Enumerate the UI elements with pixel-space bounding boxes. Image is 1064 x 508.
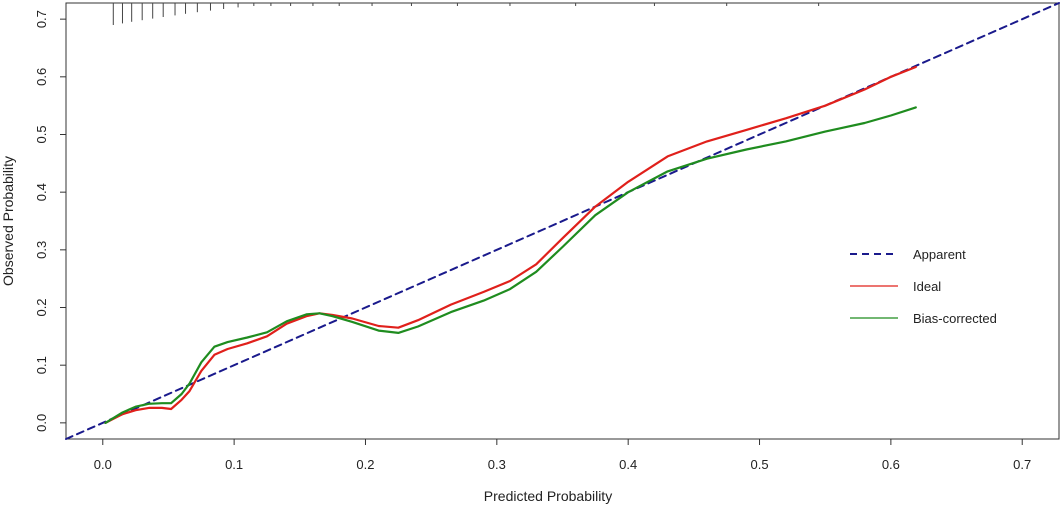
series-lines [65,2,1060,440]
x-tick-label: 0.7 [1013,457,1031,472]
x-tick-label: 0.6 [882,457,900,472]
y-tick-label: 0.2 [34,298,49,316]
legend-label-ideal: Ideal [913,279,941,294]
y-tick-label: 0.5 [34,125,49,143]
y-tick-label: 0.6 [34,68,49,86]
y-axis-title: Observed Probability [0,156,16,286]
x-tick-label: 0.0 [94,457,112,472]
y-tick-label: 0.3 [34,241,49,259]
legend: Apparent Ideal Bias-corrected [850,247,997,326]
x-axis: 0.0 0.1 0.2 0.3 0.4 0.5 0.6 0.7 [94,439,1031,472]
series-line-ideal [104,65,917,424]
x-tick-label: 0.4 [619,457,637,472]
y-tick-label: 0.0 [34,414,49,432]
x-tick-label: 0.3 [488,457,506,472]
x-tick-label: 0.5 [750,457,768,472]
y-tick-label: 0.4 [34,183,49,201]
y-tick-label: 0.7 [34,10,49,28]
rug-marks [112,3,820,25]
x-axis-title: Predicted Probability [484,488,612,504]
plot-frame [65,2,1060,440]
x-tick-label: 0.2 [356,457,374,472]
series-line-bias-corrected [104,106,917,424]
legend-label-apparent: Apparent [913,247,966,262]
legend-label-bias-corrected: Bias-corrected [913,311,997,326]
x-tick-label: 0.1 [225,457,243,472]
y-axis: 0.0 0.1 0.2 0.3 0.4 0.5 0.6 0.7 [34,10,66,432]
y-tick-label: 0.1 [34,356,49,374]
